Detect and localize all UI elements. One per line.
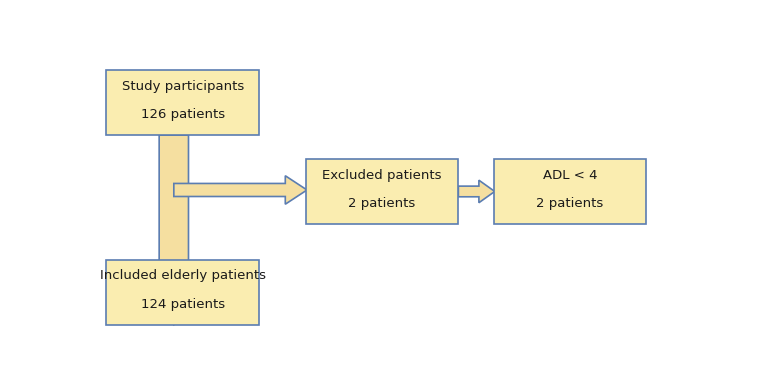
Polygon shape (142, 135, 206, 325)
Text: 126 patients: 126 patients (141, 108, 225, 121)
Polygon shape (459, 180, 495, 203)
FancyBboxPatch shape (106, 70, 259, 135)
FancyBboxPatch shape (306, 159, 459, 224)
Text: Included elderly patients: Included elderly patients (100, 270, 266, 283)
Text: 2 patients: 2 patients (348, 197, 416, 210)
Text: Excluded patients: Excluded patients (322, 169, 442, 182)
Text: ADL < 4: ADL < 4 (543, 169, 597, 182)
FancyBboxPatch shape (494, 159, 646, 224)
FancyBboxPatch shape (106, 259, 259, 325)
Text: 124 patients: 124 patients (141, 298, 225, 311)
Text: 2 patients: 2 patients (536, 197, 603, 210)
Polygon shape (174, 176, 307, 204)
Text: Study participants: Study participants (122, 80, 244, 93)
